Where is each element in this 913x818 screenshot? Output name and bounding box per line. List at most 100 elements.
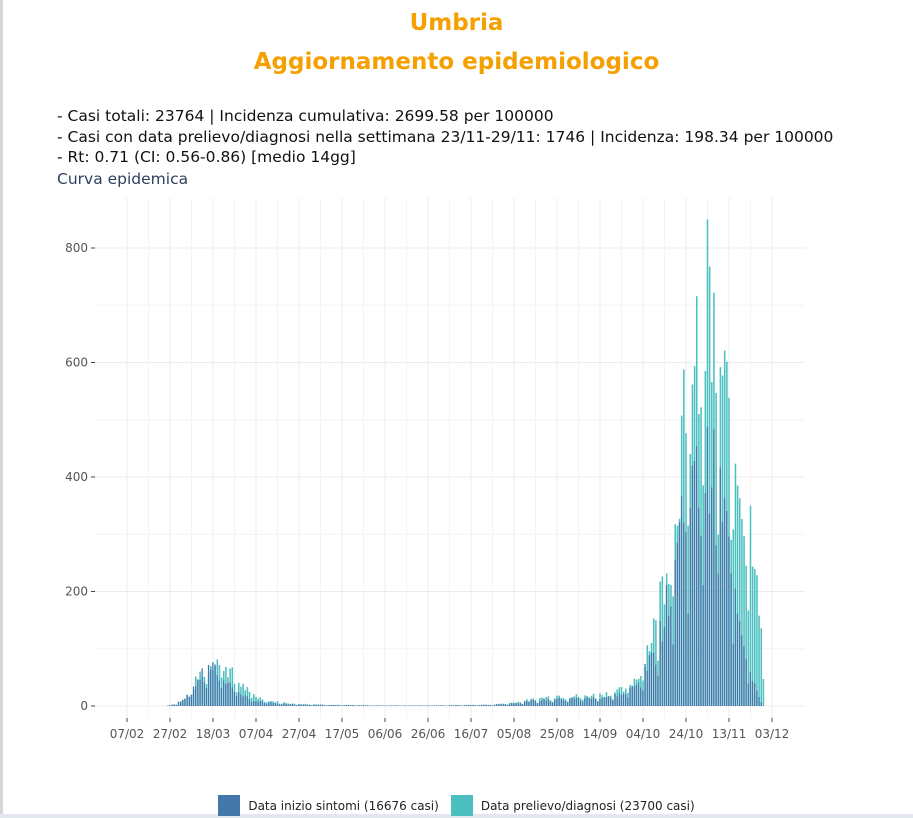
bar-symptom-onset [308,705,311,706]
bar-diagnosis [250,697,253,706]
bar-symptom-onset [715,545,717,706]
bar-symptom-onset [556,699,558,706]
bar-symptom-onset [410,705,412,706]
bar-symptom-onset [367,705,369,706]
bar-diagnosis [276,701,279,706]
bar-symptom-onset [222,680,225,706]
bar-diagnosis [736,485,739,706]
bar-symptom-onset [517,703,519,706]
bar-symptom-onset [263,703,266,706]
bar-symptom-onset [248,699,251,706]
bar-symptom-onset [668,616,670,706]
legend-item-diagnosis[interactable]: Data prelievo/diagnosi (23700 casi) [450,795,695,816]
bar-symptom-onset [502,704,504,706]
bar-symptom-onset [741,635,743,706]
bar-symptom-onset [493,704,496,706]
y-tick-label: 800 [65,241,88,255]
bar-symptom-onset [539,701,541,706]
bar-symptom-onset [756,690,758,706]
bar-symptom-onset [281,704,283,706]
bar-symptom-onset [470,705,472,706]
bar-symptom-onset [586,697,588,706]
bar-symptom-onset [554,699,556,706]
bar-symptom-onset [545,700,547,706]
bar-symptom-onset [483,704,485,706]
bar-symptom-onset [670,606,672,706]
bar-symptom-onset [403,705,405,706]
bar-symptom-onset [332,704,334,706]
bar-symptom-onset [231,687,233,706]
bar-symptom-onset [317,704,319,706]
bar-diagnosis [655,620,657,706]
bar-symptom-onset [588,698,590,706]
bar-symptom-onset [313,704,315,706]
bar-symptom-onset [597,701,599,706]
bar-symptom-onset [190,694,193,706]
bar-symptom-onset [324,705,326,706]
bar-symptom-onset [293,704,296,706]
bar-symptom-onset [515,702,517,706]
bar-symptom-onset [620,695,623,706]
bar-symptom-onset [450,705,453,706]
bar-symptom-onset [257,701,259,706]
bar-symptom-onset [173,704,175,706]
bar-symptom-onset [564,700,567,706]
bar-symptom-onset [665,585,668,706]
bar-symptom-onset [210,669,212,706]
bar-symptom-onset [343,705,345,706]
page-subtitle: Aggiornamento epidemiologico [253,49,660,75]
bar-symptom-onset [695,446,698,706]
summary-stats: - Casi totali: 23764 | Incidenza cumulat… [57,106,833,168]
bar-symptom-onset [652,652,655,706]
bar-symptom-onset [734,588,736,706]
y-tick-label: 0 [80,699,88,713]
bar-symptom-onset [306,704,309,706]
bar-symptom-onset [584,698,586,706]
bar-symptom-onset [758,697,760,706]
bar-symptom-onset [603,697,605,706]
bar-symptom-onset [354,705,356,706]
y-tick-label: 400 [65,470,88,484]
bar-symptom-onset [609,697,612,706]
bar-symptom-onset [646,670,648,706]
bar-symptom-onset [392,705,395,706]
bar-symptom-onset [420,705,423,706]
legend-label-diagnosis: Data prelievo/diagnosi (23700 casi) [480,798,695,813]
bar-symptom-onset [274,702,276,706]
bar-symptom-onset [648,655,650,706]
bar-symptom-onset [635,684,638,706]
x-tick-label: 27/04 [282,727,317,741]
bar-symptom-onset [235,695,238,706]
bar-symptom-onset [233,691,236,706]
bar-symptom-onset [526,700,528,706]
y-tick-label: 200 [65,585,88,599]
legend-swatch-symptom-onset [218,795,241,816]
bar-symptom-onset [541,700,543,706]
legend-label-symptom-onset: Data inizio sintomi (16676 casi) [248,798,439,813]
bar-symptom-onset [513,703,515,706]
bar-symptom-onset [738,620,741,706]
bar-symptom-onset [674,560,676,706]
legend-item-symptom-onset[interactable]: Data inizio sintomi (16676 casi) [218,795,439,816]
bar-symptom-onset [607,696,610,706]
bar-symptom-onset [713,429,715,706]
bar-symptom-onset [197,679,199,706]
bar-symptom-onset [521,703,524,706]
bar-diagnosis [734,463,737,706]
bar-symptom-onset [246,696,248,706]
bar-symptom-onset [633,686,635,706]
bar-diagnosis [762,679,765,706]
bar-symptom-onset [227,682,229,706]
bar-symptom-onset [693,461,696,706]
bar-symptom-onset [594,698,597,706]
bar-symptom-onset [177,701,180,706]
bar-symptom-onset [188,696,190,706]
y-tick-label: 600 [65,356,88,370]
bar-symptom-onset [457,705,459,706]
bar-symptom-onset [754,683,756,706]
bar-symptom-onset [487,705,489,706]
bar-symptom-onset [244,695,246,706]
bar-symptom-onset [736,613,739,706]
bar-symptom-onset [573,698,575,706]
bar-symptom-onset [551,702,554,706]
